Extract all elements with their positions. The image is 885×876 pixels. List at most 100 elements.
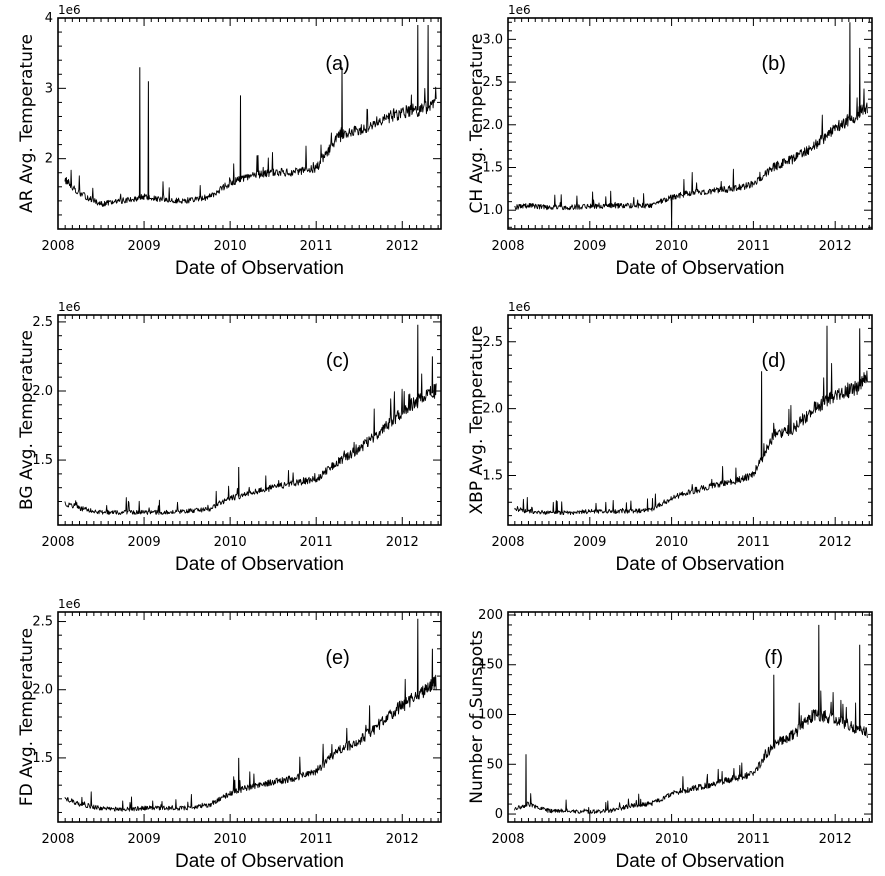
y-axis-label: AR Avg. Temperature [17, 34, 37, 213]
series-spike [138, 67, 141, 199]
y-tick-label: 1.0 [482, 203, 503, 218]
x-tick-label: 2010 [214, 832, 247, 847]
x-tick-label: 2008 [41, 239, 74, 254]
x-tick-label: 2010 [214, 535, 247, 550]
series-line [64, 86, 437, 207]
series-spike [416, 324, 419, 402]
y-axis-label: CH Avg. Temperature [467, 33, 487, 213]
y-tick-label: 2.0 [32, 683, 53, 698]
y-tick-label: 3.0 [482, 32, 503, 47]
series-spike [525, 754, 527, 806]
x-tick-label: 2009 [128, 832, 161, 847]
x-axis-label: Date of Observation [616, 258, 785, 279]
y-tick-label: 150 [478, 658, 503, 673]
x-axis-label: Date of Observation [616, 851, 785, 872]
series-spike [341, 67, 343, 137]
chart-panel-e: 2008 2009 2010 2011 2012 1.5 2.0 2.5 1e6 (e) Date … [17, 597, 442, 872]
chart-panel-c: 2008 2009 2010 2011 2012 1.5 2.0 2.5 1e6 (c) Date … [17, 300, 442, 575]
x-tick-label: 2010 [655, 239, 688, 254]
x-tick-label: 2008 [41, 832, 74, 847]
x-tick-label: 2010 [655, 535, 688, 550]
y-tick-label: 3 [45, 81, 53, 96]
y-axis-label: BG Avg. Temperature [17, 330, 37, 510]
x-tick-label: 2012 [819, 535, 852, 550]
y-axis-label: FD Avg. Temperature [17, 628, 37, 806]
axes-frame [507, 17, 873, 230]
panel-label: (a) [325, 53, 349, 75]
axis-offset-label: 1e6 [58, 300, 81, 314]
x-tick-label: 2009 [573, 832, 606, 847]
chart-panel-a: 2008 2009 2010 2011 2012 2 3 4 1e6 (a) Date of Obs… [17, 3, 442, 279]
x-tick-label: 2012 [386, 535, 419, 550]
x-tick-label: 2008 [41, 535, 74, 550]
y-axis-label: Number of Sunspots [467, 630, 487, 804]
y-tick-label: 2.5 [482, 335, 503, 350]
series-line [64, 373, 437, 515]
series-spike [431, 648, 434, 687]
series-spike [147, 81, 150, 199]
x-tick-label: 2011 [737, 832, 770, 847]
x-axis-label: Date of Observation [175, 554, 344, 575]
series-spike [416, 24, 419, 111]
x-tick-label: 2009 [573, 535, 606, 550]
y-tick-label: 1.5 [482, 469, 503, 484]
series-spike [416, 618, 419, 697]
x-tick-label: 2009 [128, 535, 161, 550]
x-tick-label: 2008 [491, 832, 524, 847]
axis-offset-label: 1e6 [58, 3, 81, 17]
y-axis-label: XBP Avg. Temperature [467, 326, 487, 515]
y-tick-label: 50 [486, 757, 503, 772]
series-line [514, 83, 868, 211]
series-spike [858, 644, 861, 732]
x-tick-label: 2012 [386, 832, 419, 847]
x-axis-label: Date of Observation [175, 851, 344, 872]
x-tick-label: 2011 [300, 535, 333, 550]
x-tick-label: 2012 [819, 832, 852, 847]
x-tick-label: 2010 [655, 832, 688, 847]
chart-panel-b: 2008 2009 2010 2011 2012 1.0 1.5 2.0 2.5 3.0 1e6 (b… [467, 3, 873, 279]
y-tick-label: 1.5 [482, 160, 503, 175]
panel-label: (c) [326, 350, 349, 372]
x-tick-label: 2011 [300, 832, 333, 847]
x-tick-label: 2008 [491, 239, 524, 254]
series-spike [826, 325, 828, 401]
x-tick-label: 2008 [491, 535, 524, 550]
y-tick-label: 1.5 [32, 453, 53, 468]
series-spike [427, 24, 429, 109]
series-spike [237, 757, 240, 791]
y-tick-label: 0 [495, 807, 503, 822]
y-tick-label: 1.5 [32, 751, 53, 766]
x-tick-label: 2011 [737, 239, 770, 254]
panel-label: (e) [325, 647, 349, 669]
series-line [64, 674, 437, 812]
panel-label: (f) [764, 647, 783, 669]
y-tick-label: 2 [45, 152, 53, 167]
series-spike [773, 674, 775, 745]
series-spike [858, 47, 861, 114]
series-line [514, 362, 868, 516]
x-tick-label: 2009 [573, 239, 606, 254]
chart-panel-d: 2008 2009 2010 2011 2012 1.5 2.0 2.5 1e6 (d) Date … [467, 300, 873, 575]
series-spike [858, 328, 861, 387]
y-tick-label: 200 [478, 608, 503, 623]
x-axis-label: Date of Observation [616, 554, 785, 575]
axes-frame [507, 611, 873, 823]
y-tick-label: 100 [478, 708, 503, 723]
axes-frame [57, 611, 442, 823]
y-tick-label: 2.0 [482, 402, 503, 417]
series-spike [760, 371, 763, 460]
chart-panel-f: 2008 2009 2010 2011 2012 0 50 100 150 200 (f) Date … [467, 608, 873, 872]
series-spike [818, 624, 820, 716]
x-axis-label: Date of Observation [175, 258, 344, 279]
y-tick-label: 2.5 [32, 315, 53, 330]
y-tick-label: 2.5 [482, 75, 503, 90]
y-tick-label: 2.5 [32, 615, 53, 630]
axis-offset-label: 1e6 [508, 3, 531, 17]
y-tick-label: 4 [45, 11, 53, 26]
series-spike [431, 356, 434, 394]
x-tick-label: 2011 [300, 239, 333, 254]
x-tick-label: 2011 [737, 535, 770, 550]
panel-label: (d) [761, 350, 785, 372]
x-tick-label: 2009 [128, 239, 161, 254]
